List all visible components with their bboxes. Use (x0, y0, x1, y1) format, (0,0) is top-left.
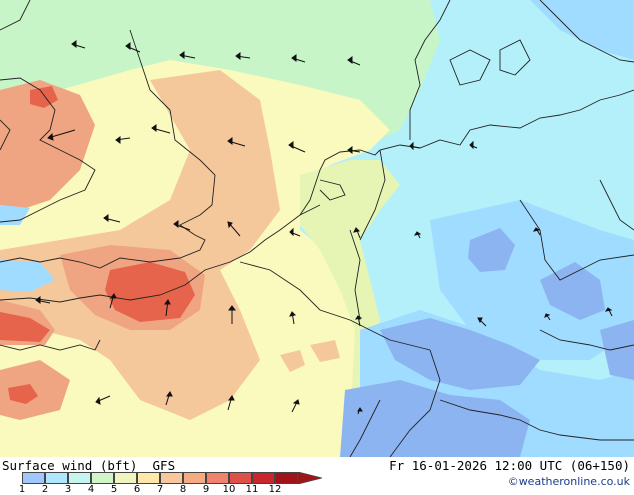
wind-direction-arrow-icon (165, 391, 173, 406)
wind-direction-arrow-icon (544, 313, 551, 321)
wind-direction-arrow-icon (115, 136, 131, 144)
wind-direction-arrow-icon (47, 129, 76, 141)
colorbar-segment (206, 472, 229, 484)
wind-zone-red-nw (30, 86, 58, 108)
wind-direction-arrow-icon (353, 227, 361, 239)
wind-zone-lightblue-w2 (0, 205, 30, 225)
colorbar-segment (183, 472, 206, 484)
wind-direction-arrow-icon (413, 231, 422, 239)
beaufort-colorbar: 1 2 3 4 5 6 7 8 9 10 11 12 (19, 472, 322, 495)
colorbar-segment (22, 472, 45, 484)
wind-direction-arrow-icon (227, 221, 241, 237)
colorbar-arrow-icon (298, 472, 322, 484)
weather-map (0, 0, 634, 457)
colorbar-segment (68, 472, 91, 484)
wind-zone-lightblue-w1 (0, 260, 55, 292)
wind-direction-arrow-icon (151, 124, 171, 134)
wind-zone-blue-3 (380, 318, 540, 390)
colorbar-segment (229, 472, 252, 484)
wind-map-svg (0, 0, 634, 457)
wind-zone-blue-2 (540, 262, 605, 320)
wind-zone-peach (0, 70, 280, 420)
wind-direction-arrow-icon (35, 296, 51, 304)
wind-direction-arrow-icon (103, 214, 121, 223)
wind-zone-peach-blob1 (280, 350, 305, 372)
map-title: Surface wind (bft) GFS (2, 458, 176, 473)
wind-direction-arrow-icon (95, 395, 111, 405)
wind-zone-red-channel (105, 262, 195, 322)
wind-direction-arrow-icon (289, 311, 297, 325)
wind-direction-arrow-icon (477, 317, 487, 327)
wind-direction-arrow-icon (235, 52, 251, 60)
wind-zone-red-west (0, 312, 50, 342)
wind-direction-arrow-icon (71, 40, 86, 49)
wind-zone-orange-nw (0, 80, 95, 210)
colorbar-segment (275, 472, 298, 484)
wind-direction-arrow-icon (291, 54, 306, 63)
credit-link[interactable]: ©weatheronline.co.uk (507, 475, 630, 488)
wind-direction-arrow-icon (288, 141, 306, 153)
colorbar-segment (137, 472, 160, 484)
wind-direction-arrow-icon (227, 395, 235, 411)
wind-direction-arrow-icon (179, 51, 196, 59)
wind-direction-arrow-icon (357, 407, 363, 415)
wind-arrows (35, 40, 613, 415)
wind-zone-blue-5 (600, 320, 634, 380)
wind-zone-peach-blob2 (310, 340, 340, 362)
map-footer: Surface wind (bft) GFS Fr 16-01-2026 12:… (0, 457, 634, 495)
wind-zone-red-sw (8, 384, 38, 404)
wind-zone-blue-1 (468, 228, 515, 272)
colorbar-segment (91, 472, 114, 484)
wind-direction-arrow-icon (604, 307, 613, 317)
colorbar-segment (114, 472, 137, 484)
wind-direction-arrow-icon (469, 140, 478, 150)
wind-direction-arrow-icon (354, 315, 363, 327)
wind-direction-arrow-icon (347, 56, 361, 66)
colorbar-segment (252, 472, 275, 484)
wind-zone-yellowgreen-east (300, 160, 400, 457)
wind-direction-arrow-icon (164, 299, 171, 317)
coastlines (0, 0, 634, 457)
wind-direction-arrow-icon (228, 305, 236, 324)
wind-zone-lightblue-north (530, 0, 634, 60)
wind-direction-arrow-icon (227, 137, 246, 147)
wind-direction-arrow-icon (409, 141, 421, 151)
wind-direction-arrow-icon (532, 227, 541, 236)
wind-direction-arrow-icon (125, 42, 141, 53)
wind-direction-arrow-icon (347, 146, 361, 154)
wind-zone-blue-4 (340, 380, 530, 457)
wind-direction-arrow-icon (291, 399, 300, 413)
valid-time: Fr 16-01-2026 12:00 UTC (06+150) (389, 458, 630, 473)
wind-direction-arrow-icon (173, 220, 191, 231)
wind-zone-orange-sw2 (0, 360, 70, 420)
colorbar-segment (160, 472, 183, 484)
wind-direction-arrow-icon (289, 227, 301, 237)
wind-direction-arrow-icon (109, 293, 117, 309)
colorbar-segment (45, 472, 68, 484)
